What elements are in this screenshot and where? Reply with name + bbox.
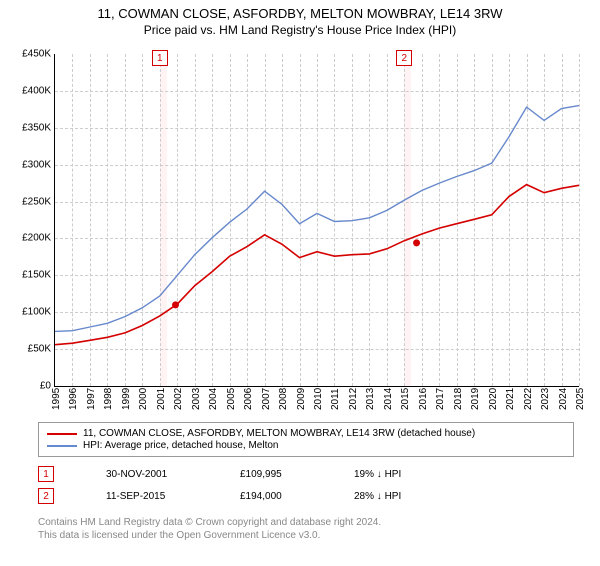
x-axis-label: 2009 [296, 388, 307, 410]
legend-item: 11, COWMAN CLOSE, ASFORDBY, MELTON MOWBR… [47, 428, 565, 439]
x-axis-label: 2000 [138, 388, 149, 410]
x-axis-label: 2011 [330, 388, 341, 410]
y-axis-label: £100K [11, 307, 51, 318]
y-axis-label: £400K [11, 85, 51, 96]
x-axis-label: 2005 [226, 388, 237, 410]
x-axis-label: 2023 [540, 388, 551, 410]
sale-pct: 19% ↓ HPI [354, 469, 401, 480]
x-axis-label: 2004 [208, 388, 219, 410]
sale-row: 1 30-NOV-2001 £109,995 19% ↓ HPI [38, 466, 574, 482]
sale-point [413, 239, 420, 246]
chart-title: 11, COWMAN CLOSE, ASFORDBY, MELTON MOWBR… [0, 6, 600, 21]
legend-swatch [47, 433, 77, 435]
marker-label: 2 [396, 50, 412, 66]
x-axis-label: 2003 [191, 388, 202, 410]
x-axis-label: 2007 [261, 388, 272, 410]
chart-subtitle: Price paid vs. HM Land Registry's House … [0, 23, 600, 37]
x-axis-label: 2006 [243, 388, 254, 410]
legend-label: 11, COWMAN CLOSE, ASFORDBY, MELTON MOWBR… [83, 428, 475, 439]
x-axis-label: 1998 [103, 388, 114, 410]
legend: 11, COWMAN CLOSE, ASFORDBY, MELTON MOWBR… [38, 422, 574, 457]
x-axis-label: 2021 [505, 388, 516, 410]
y-axis-label: £50K [11, 344, 51, 355]
x-axis-label: 2012 [348, 388, 359, 410]
x-axis-label: 2024 [558, 388, 569, 410]
sales-table: 1 30-NOV-2001 £109,995 19% ↓ HPI 2 11-SEP-201… [38, 466, 574, 510]
y-axis-label: £350K [11, 122, 51, 133]
series-line-blue [55, 106, 579, 332]
legend-label: HPI: Average price, detached house, Melt… [83, 440, 279, 451]
sale-price: £194,000 [240, 491, 330, 502]
y-axis-label: £150K [11, 270, 51, 281]
x-axis-label: 2013 [365, 388, 376, 410]
sale-row: 2 11-SEP-2015 £194,000 28% ↓ HPI [38, 488, 574, 504]
footer-license: Contains HM Land Registry data © Crown c… [38, 516, 381, 542]
footer-line-1: Contains HM Land Registry data © Crown c… [38, 516, 381, 529]
chart-plot-area: £0£50K£100K£150K£200K£250K£300K£350K£400… [54, 54, 579, 387]
y-axis-label: £300K [11, 159, 51, 170]
y-axis-label: £0 [11, 381, 51, 392]
x-axis-label: 2019 [470, 388, 481, 410]
x-axis-label: 2015 [400, 388, 411, 410]
x-axis-label: 1997 [86, 388, 97, 410]
y-axis-label: £250K [11, 196, 51, 207]
x-axis-label: 2002 [173, 388, 184, 410]
x-axis-label: 2018 [453, 388, 464, 410]
x-axis-label: 2008 [278, 388, 289, 410]
y-axis-label: £450K [11, 49, 51, 60]
sale-marker: 2 [38, 488, 54, 504]
sale-price: £109,995 [240, 469, 330, 480]
legend-item: HPI: Average price, detached house, Melt… [47, 440, 565, 451]
x-axis-label: 2020 [488, 388, 499, 410]
footer-line-2: This data is licensed under the Open Gov… [38, 529, 381, 542]
y-axis-label: £200K [11, 233, 51, 244]
x-axis-label: 2016 [418, 388, 429, 410]
x-axis-label: 1996 [68, 388, 79, 410]
x-axis-label: 1995 [51, 388, 62, 410]
x-axis-label: 2010 [313, 388, 324, 410]
x-axis-label: 2001 [156, 388, 167, 410]
legend-swatch [47, 445, 77, 447]
x-axis-label: 1999 [121, 388, 132, 410]
sale-point [172, 301, 179, 308]
sale-pct: 28% ↓ HPI [354, 491, 401, 502]
x-axis-label: 2025 [575, 388, 586, 410]
sale-date: 11-SEP-2015 [106, 491, 216, 502]
x-axis-label: 2014 [383, 388, 394, 410]
sale-date: 30-NOV-2001 [106, 469, 216, 480]
x-axis-label: 2022 [523, 388, 534, 410]
marker-label: 1 [152, 50, 168, 66]
x-axis-label: 2017 [435, 388, 446, 410]
series-line-red [55, 185, 579, 345]
gridline-v [579, 54, 580, 386]
sale-marker: 1 [38, 466, 54, 482]
